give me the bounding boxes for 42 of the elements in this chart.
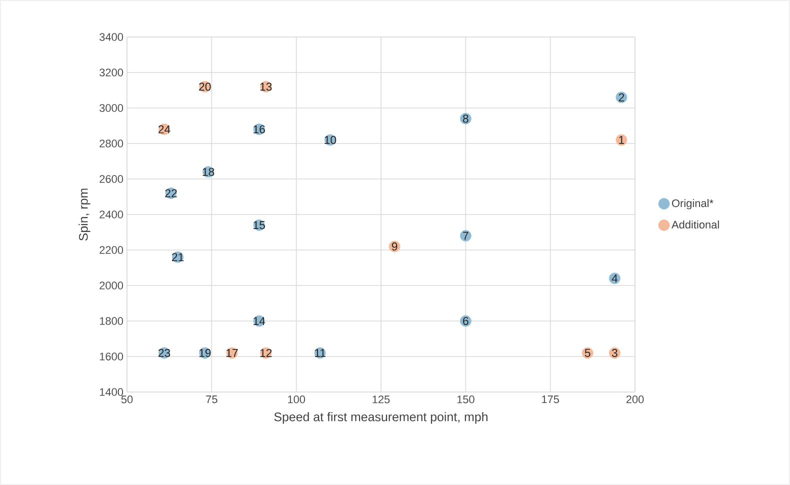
- annotation: 19: [199, 348, 211, 357]
- y-tick-label: 2200: [100, 246, 124, 254]
- x-tick-label: 75: [206, 396, 218, 404]
- y-tick-label: 2600: [100, 175, 124, 183]
- annotation: 17: [226, 349, 238, 357]
- annotation: 12: [260, 348, 272, 357]
- x-axis-title: Speed at first measurement point, mph: [274, 412, 488, 424]
- legend-label: Additional: [672, 220, 719, 229]
- annotation: 11: [314, 349, 326, 357]
- y-tick-label: 3200: [100, 68, 124, 76]
- annotation: 7: [463, 232, 468, 240]
- x-tick-label: 150: [457, 396, 474, 404]
- annotation: 3: [612, 348, 618, 357]
- y-tick-label: 1400: [100, 388, 124, 396]
- y-axis-title: Spin, rpm: [78, 188, 90, 241]
- annotation: 16: [254, 125, 265, 134]
- y-tick-label: 2000: [100, 282, 124, 290]
- annotation: 2: [618, 93, 624, 102]
- x-tick-label: 175: [542, 396, 560, 404]
- annotation: 14: [254, 317, 266, 325]
- x-tick-label: 200: [626, 396, 644, 404]
- x-tick-label: 100: [288, 396, 306, 404]
- annotation: 5: [584, 348, 590, 357]
- annotation: 4: [612, 274, 618, 282]
- y-tick-label: 3400: [100, 33, 124, 41]
- annotation: 8: [462, 114, 468, 123]
- annotation: 6: [463, 316, 468, 326]
- annotation: 24: [158, 125, 170, 134]
- x-tick-label: 50: [121, 396, 133, 404]
- y-tick-label: 2800: [100, 140, 124, 148]
- y-tick-label: 3000: [100, 104, 124, 112]
- legend-label: Original*: [672, 199, 714, 210]
- annotation: 20: [199, 82, 211, 91]
- annotation: 13: [260, 82, 272, 91]
- annotation: 15: [254, 221, 265, 230]
- y-tick-label: 2400: [100, 210, 124, 218]
- x-tick-label: 125: [372, 396, 390, 404]
- annotation: 1: [619, 136, 624, 144]
- y-tick-label: 1800: [100, 317, 124, 325]
- y-tick-label: 1600: [100, 352, 124, 360]
- annotation: 9: [392, 242, 398, 250]
- annotation: 22: [165, 189, 177, 198]
